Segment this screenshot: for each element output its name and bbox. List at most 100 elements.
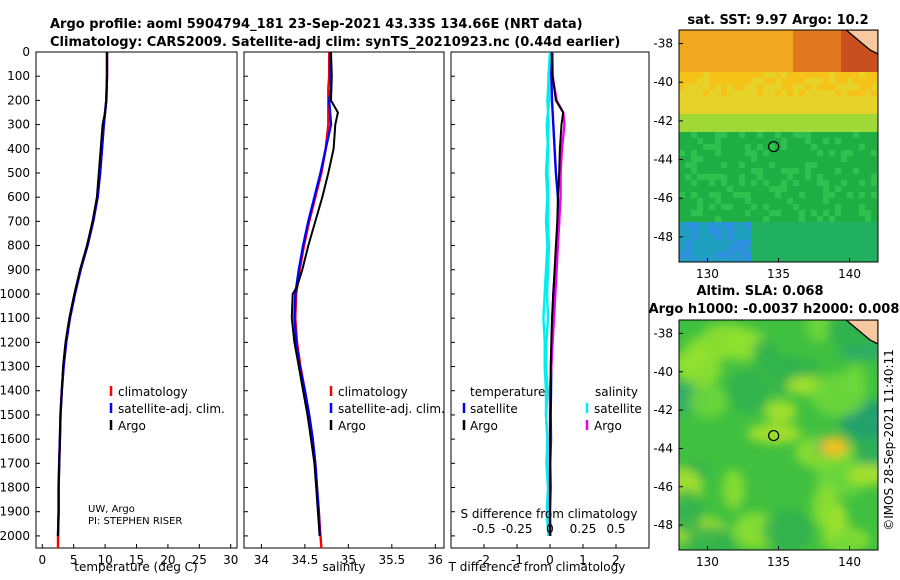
sst-cell bbox=[823, 246, 829, 252]
sst-cell bbox=[823, 102, 829, 108]
sst-cell bbox=[859, 132, 865, 138]
sst-cell bbox=[709, 186, 715, 192]
sst-cell bbox=[745, 72, 751, 78]
sst-cell bbox=[685, 78, 691, 84]
sst-cell bbox=[739, 36, 745, 42]
sst-cell bbox=[853, 144, 859, 150]
sst-cell bbox=[871, 228, 877, 234]
sst-cell bbox=[805, 204, 811, 210]
sst-cell bbox=[781, 234, 787, 240]
sst-cell bbox=[841, 222, 847, 228]
sst-cell bbox=[853, 102, 859, 108]
sst-cell bbox=[805, 126, 811, 132]
sst-cell bbox=[751, 222, 757, 228]
sst-cell bbox=[727, 108, 733, 114]
sst-cell bbox=[697, 42, 703, 48]
sst-cell bbox=[697, 72, 703, 78]
sst-cell bbox=[847, 156, 853, 162]
sst-cell bbox=[745, 66, 751, 72]
sst-cell bbox=[853, 258, 859, 262]
sst-cell bbox=[727, 54, 733, 60]
sst-cell bbox=[685, 90, 691, 96]
sst-cell bbox=[823, 240, 829, 246]
sst-cell bbox=[865, 114, 871, 120]
sst-cell bbox=[775, 30, 781, 36]
sst-cell bbox=[847, 198, 853, 204]
sst-cell bbox=[853, 246, 859, 252]
sst-cell bbox=[727, 138, 733, 144]
sst-cell bbox=[865, 90, 871, 96]
sst-cell bbox=[853, 78, 859, 84]
sst-cell bbox=[733, 228, 739, 234]
sst-cell bbox=[817, 192, 823, 198]
sst-cell bbox=[745, 102, 751, 108]
sst-cell bbox=[811, 162, 817, 168]
sst-cell bbox=[865, 150, 871, 156]
sst-cell bbox=[793, 186, 799, 192]
sst-cell bbox=[739, 108, 745, 114]
sst-cell bbox=[847, 150, 853, 156]
sst-cell bbox=[733, 222, 739, 228]
sst-cell bbox=[781, 204, 787, 210]
sst-cell bbox=[853, 228, 859, 234]
sst-cell bbox=[829, 114, 835, 120]
sst-cell bbox=[739, 96, 745, 102]
sst-cell bbox=[781, 90, 787, 96]
sst-cell bbox=[709, 252, 715, 258]
sst-cell bbox=[793, 216, 799, 222]
sst-cell bbox=[835, 30, 841, 36]
sst-cell bbox=[709, 156, 715, 162]
sst-cell bbox=[679, 240, 685, 246]
sst-cell bbox=[739, 156, 745, 162]
sst-cell bbox=[859, 60, 865, 66]
sst-cell bbox=[781, 228, 787, 234]
sst-cell bbox=[685, 48, 691, 54]
sst-cell bbox=[685, 138, 691, 144]
sst-cell bbox=[745, 120, 751, 126]
sst-cell bbox=[817, 84, 823, 90]
sst-cell bbox=[829, 48, 835, 54]
sst-cell bbox=[775, 66, 781, 72]
sst-cell bbox=[733, 156, 739, 162]
sst-cell bbox=[793, 120, 799, 126]
sst-cell bbox=[763, 42, 769, 48]
depth-tick-label: 800 bbox=[7, 239, 30, 253]
sst-cell bbox=[691, 234, 697, 240]
sst-cell bbox=[709, 54, 715, 60]
sst-cell bbox=[745, 42, 751, 48]
sst-cell bbox=[703, 246, 709, 252]
sst-cell bbox=[775, 246, 781, 252]
salinity-panel-frame bbox=[243, 51, 445, 549]
sst-cell bbox=[691, 222, 697, 228]
sst-cell bbox=[847, 42, 853, 48]
sst-cell bbox=[859, 102, 865, 108]
sst-cell bbox=[745, 138, 751, 144]
sst-cell bbox=[799, 96, 805, 102]
sst-cell bbox=[703, 156, 709, 162]
sst-cell bbox=[721, 42, 727, 48]
sst-cell bbox=[703, 108, 709, 114]
difference-x-axis: -2 -1 0 1 2 -0.5 -0.25 0 0.25 0.5 bbox=[472, 522, 625, 567]
sst-cell bbox=[817, 78, 823, 84]
sst-cell bbox=[727, 228, 733, 234]
sst-cell bbox=[823, 174, 829, 180]
sst-cell bbox=[715, 168, 721, 174]
sst-cell bbox=[721, 150, 727, 156]
sst-cell bbox=[841, 234, 847, 240]
sst-cell bbox=[769, 138, 775, 144]
sst-cell bbox=[769, 252, 775, 258]
sst-cell bbox=[769, 78, 775, 84]
sst-cell bbox=[871, 96, 877, 102]
sst-cell bbox=[853, 114, 859, 120]
sst-cell bbox=[721, 60, 727, 66]
series-argo bbox=[57, 52, 108, 536]
sst-cell bbox=[679, 114, 685, 120]
sst-cell bbox=[865, 144, 871, 150]
sst-cell bbox=[835, 84, 841, 90]
sst-cell bbox=[805, 186, 811, 192]
sst-cell bbox=[829, 66, 835, 72]
sst-cell bbox=[787, 54, 793, 60]
sst-cell bbox=[697, 180, 703, 186]
sst-cell bbox=[751, 114, 757, 120]
sst-cell bbox=[715, 42, 721, 48]
